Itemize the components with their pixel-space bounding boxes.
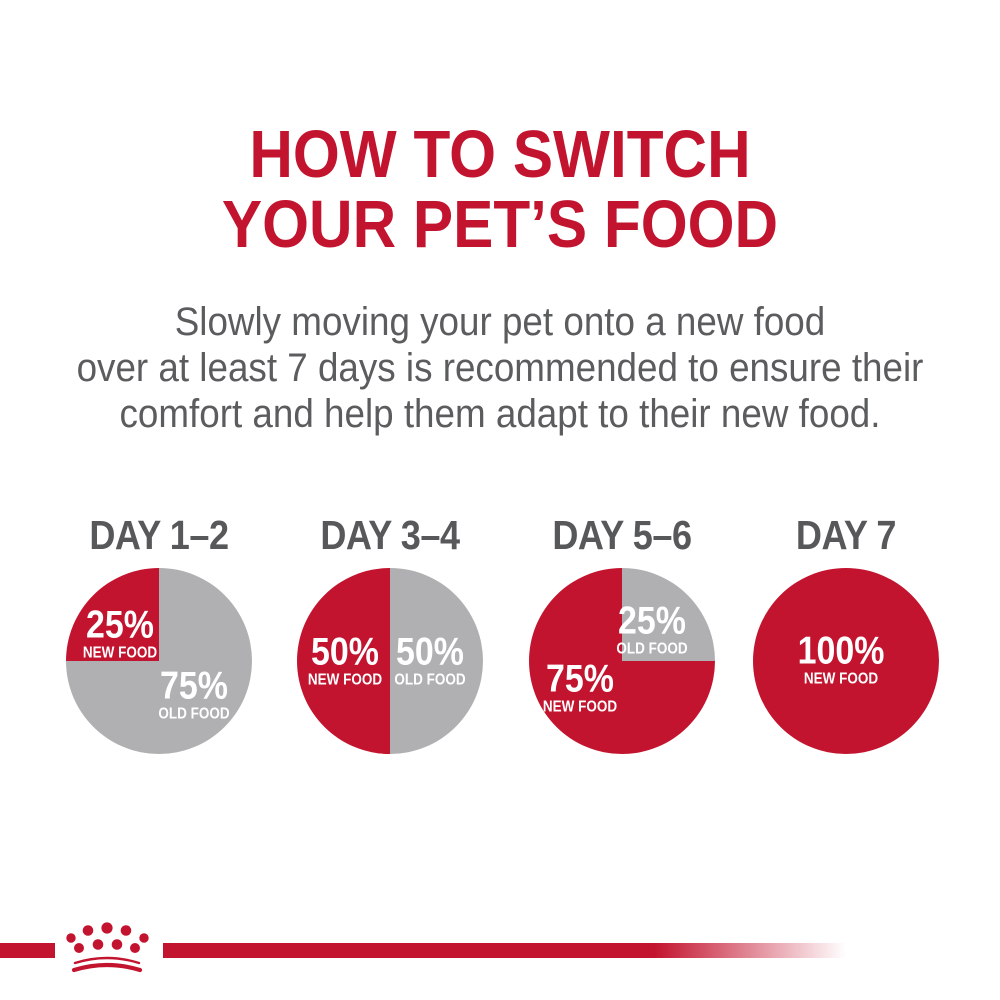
new-food-percent: 100% <box>797 629 885 673</box>
day-5-6-column: DAY 5–6 25% OLD FOOD 75% NEW FOOD <box>529 515 715 775</box>
new-food-caption: NEW FOOD <box>307 671 383 689</box>
day-7-heading: DAY 7 <box>795 512 897 558</box>
royal-canin-crown-icon <box>66 922 149 973</box>
page-title: HOW TO SWITCH YOUR PET’S FOOD <box>0 120 1000 260</box>
old-food-slice-label: 50% OLD FOOD <box>394 630 466 689</box>
new-food-caption: NEW FOOD <box>803 670 879 688</box>
pie-chart-day-5-6: 25% OLD FOOD 75% NEW FOOD <box>529 568 715 754</box>
old-food-caption: OLD FOOD <box>616 640 688 658</box>
day-7-column: DAY 7 100% NEW FOOD <box>753 515 939 775</box>
page-title-line-2: YOUR PET’S FOOD <box>221 187 779 262</box>
day-1-2-heading: DAY 1–2 <box>89 512 229 558</box>
old-food-caption: OLD FOOD <box>158 705 230 723</box>
day-3-4-heading: DAY 3–4 <box>320 512 460 558</box>
new-food-percent: 75% <box>546 657 614 701</box>
day-5-6-heading: DAY 5–6 <box>552 512 692 558</box>
old-food-percent: 50% <box>396 630 464 674</box>
old-food-percent: 75% <box>160 664 228 708</box>
footer-rule-left-segment <box>0 943 55 958</box>
new-food-percent: 25% <box>86 603 154 647</box>
new-food-percent: 50% <box>311 630 379 674</box>
new-food-slice-label: 50% NEW FOOD <box>307 630 383 689</box>
day-1-2-column: DAY 1–2 25% NEW FOOD 75% OLD FOOD <box>66 515 252 775</box>
old-food-percent: 25% <box>618 599 686 643</box>
old-food-slice-label: 25% OLD FOOD <box>616 599 688 658</box>
old-food-slice-label: 75% OLD FOOD <box>158 664 230 723</box>
pie-chart-day-1-2: 25% NEW FOOD 75% OLD FOOD <box>66 568 252 754</box>
old-food-caption: OLD FOOD <box>394 671 466 689</box>
new-food-slice-label: 75% NEW FOOD <box>542 657 618 716</box>
new-food-slice-label: 100% NEW FOOD <box>797 629 885 688</box>
day-3-4-column: DAY 3–4 50% NEW FOOD 50% OLD FOOD <box>297 515 483 775</box>
pie-chart-day-7: 100% NEW FOOD <box>753 568 939 754</box>
new-food-slice-label: 25% NEW FOOD <box>82 603 158 662</box>
intro-line-2: over at least 7 days is recommended to e… <box>76 346 924 390</box>
new-food-caption: NEW FOOD <box>542 698 618 716</box>
page-title-line-1: HOW TO SWITCH <box>249 117 751 192</box>
intro-text: Slowly moving your pet onto a new food o… <box>0 299 1000 437</box>
pie-chart-day-3-4: 50% NEW FOOD 50% OLD FOOD <box>297 568 483 754</box>
new-food-caption: NEW FOOD <box>82 644 158 662</box>
intro-line-1: Slowly moving your pet onto a new food <box>174 300 826 344</box>
intro-line-3: comfort and help them adapt to their new… <box>119 392 881 436</box>
footer-rule-right-segment <box>163 943 846 958</box>
